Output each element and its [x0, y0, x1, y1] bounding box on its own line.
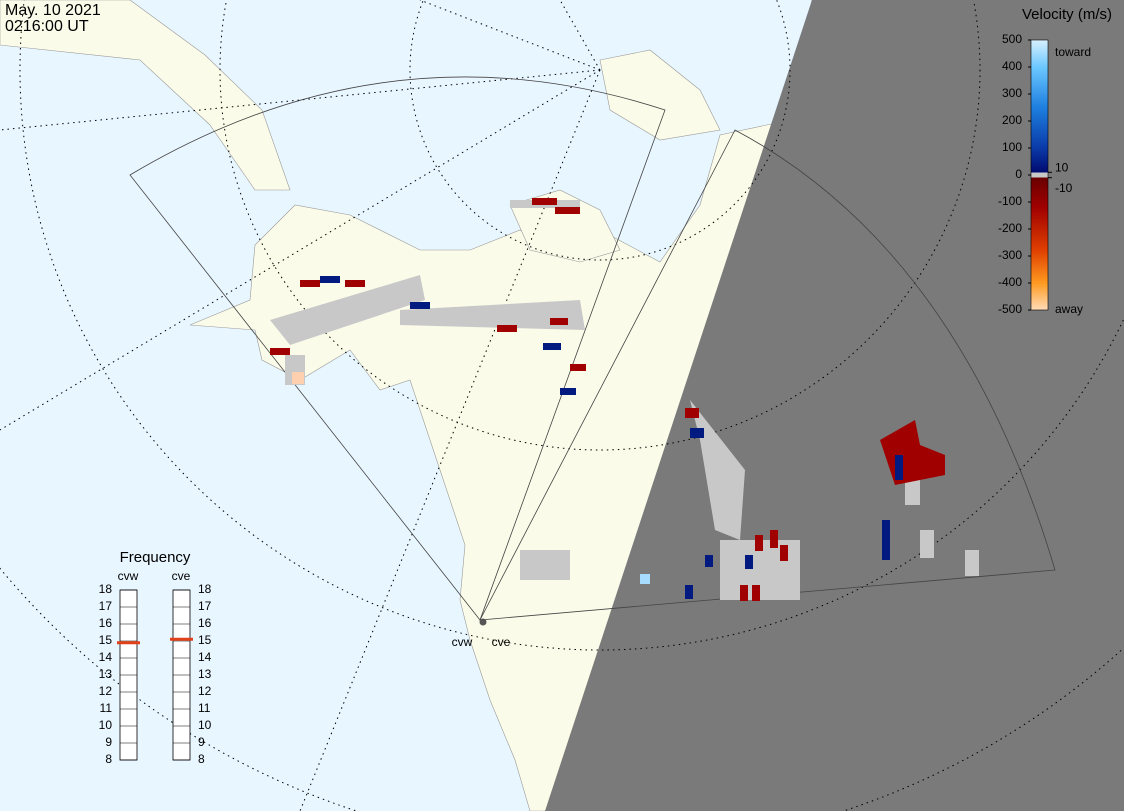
- gauge-tick-label: 16: [99, 616, 113, 630]
- gauge-tick-label: 16: [198, 616, 212, 630]
- gauge-tick-label: 14: [198, 650, 212, 664]
- date-label: May. 10 2021: [5, 2, 101, 19]
- scale-tick-label: 300: [1002, 86, 1022, 100]
- scale-tick-label: 0: [1015, 167, 1022, 181]
- scale-tick-label: 500: [1002, 32, 1022, 46]
- gauge-tick-label: 8: [105, 752, 112, 766]
- time-label: 0216:00 UT: [5, 18, 89, 35]
- radar-fans: [129, 76, 1056, 621]
- scale-tick-label: 10: [1055, 160, 1069, 174]
- scale-tick-label: -200: [998, 221, 1022, 235]
- scale-title: Velocity (m/s): [1022, 6, 1112, 23]
- gauge-tick-label: 11: [198, 701, 211, 715]
- scale-tick-label: -500: [998, 302, 1022, 316]
- gauge-tick-label: 17: [198, 599, 212, 613]
- gauge-label: cve: [172, 569, 191, 583]
- scatter-cells: [270, 198, 979, 601]
- gauge-tick-label: 15: [99, 633, 113, 647]
- scale-tick-label: 400: [1002, 59, 1022, 73]
- scale-tick-label: -10: [1055, 181, 1073, 195]
- gauge-tick-label: 12: [99, 684, 113, 698]
- gauge-tick-label: 9: [198, 735, 205, 749]
- scale-tick-label: -400: [998, 275, 1022, 289]
- gauge-tick-label: 15: [198, 633, 212, 647]
- color-bar: [1030, 39, 1049, 311]
- station-label: cvw: [452, 635, 473, 649]
- scale-tick-label: 200: [1002, 113, 1022, 127]
- gauge-tick-label: 13: [99, 667, 113, 681]
- gauge-tick-label: 11: [100, 701, 113, 715]
- station-label: cve: [492, 635, 511, 649]
- gauge-tick-label: 12: [198, 684, 212, 698]
- gauge-tick-label: 13: [198, 667, 212, 681]
- gauge-tick-label: 10: [99, 718, 113, 732]
- toward-label: toward: [1055, 45, 1091, 59]
- radar-site: [479, 618, 487, 626]
- gauge-tick-label: 9: [105, 735, 112, 749]
- away-label: away: [1055, 302, 1083, 316]
- night-shade: [545, 0, 1124, 811]
- gauge-tick-label: 14: [99, 650, 113, 664]
- gauge-tick-label: 8: [198, 752, 205, 766]
- gauge-label: cvw: [118, 569, 139, 583]
- gauge-tick-label: 17: [99, 599, 113, 613]
- frequency-title: Frequency: [120, 549, 191, 566]
- scale-tick-label: -100: [998, 194, 1022, 208]
- scale-tick-label: -300: [998, 248, 1022, 262]
- scale-tick-label: 100: [1002, 140, 1022, 154]
- gauge-tick-label: 10: [198, 718, 212, 732]
- gauge-tick-label: 18: [99, 582, 113, 596]
- gauge-tick-label: 18: [198, 582, 212, 596]
